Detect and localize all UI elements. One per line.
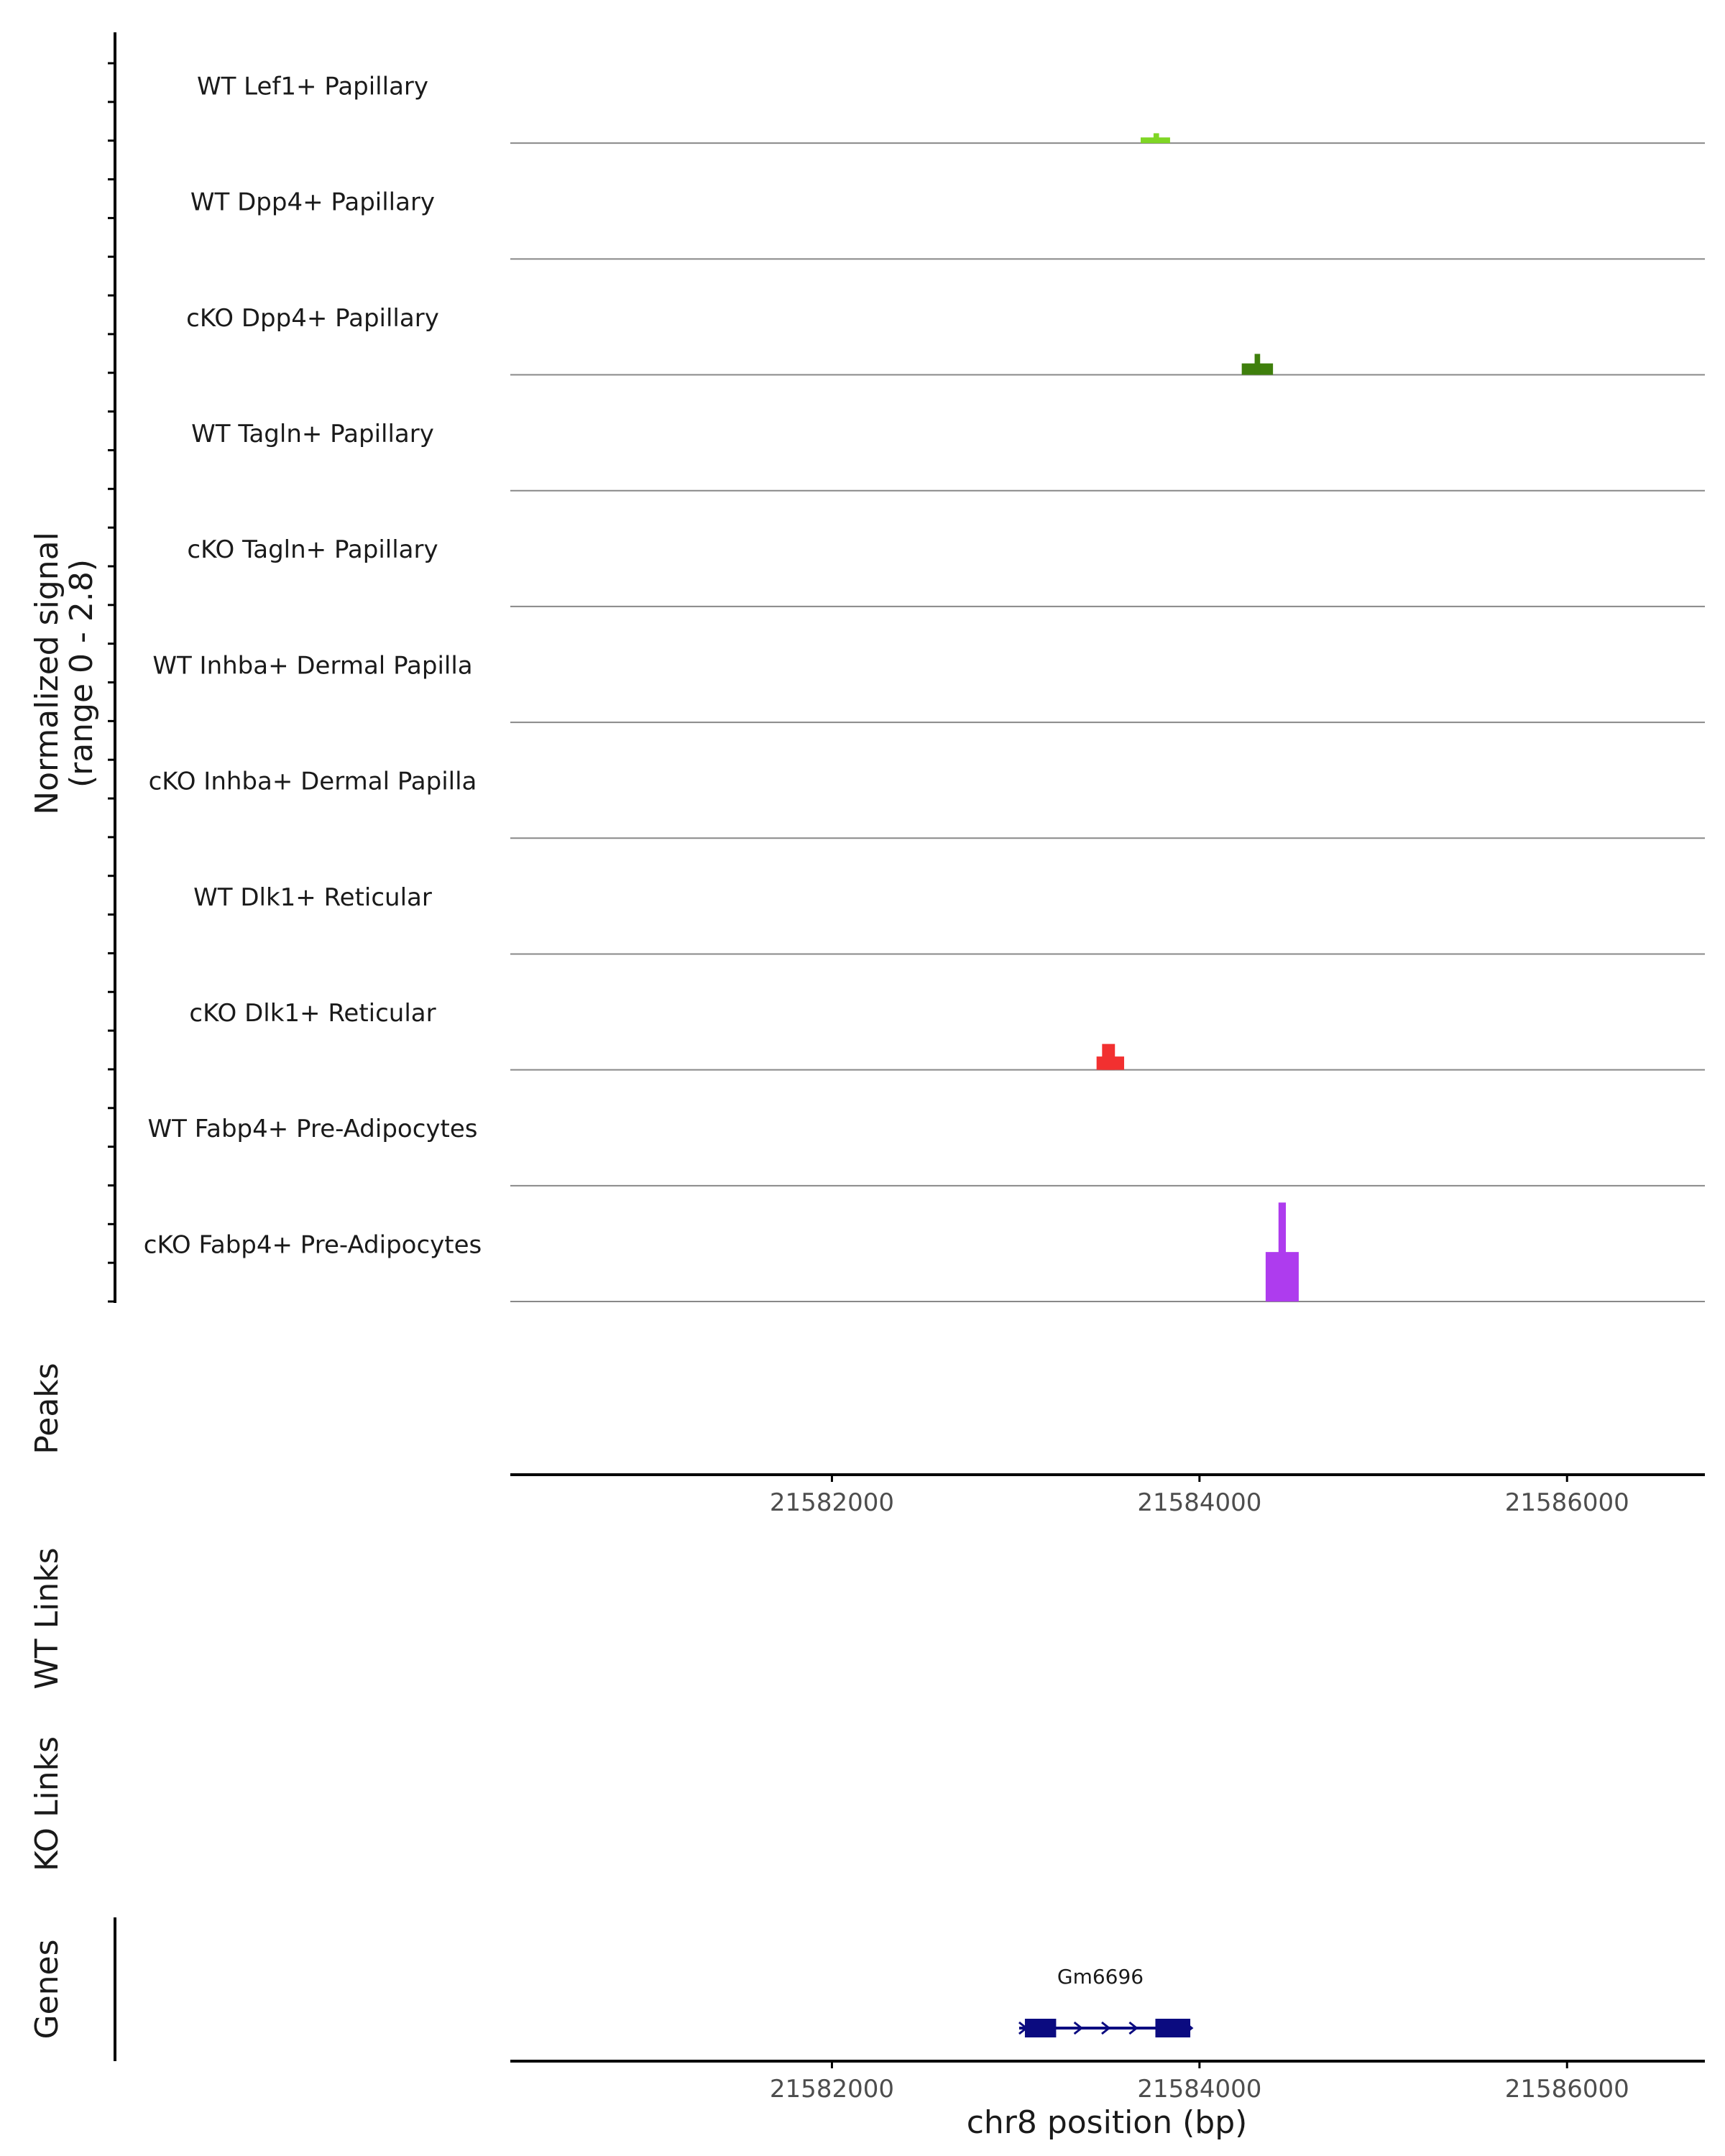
track-label: WT Tagln+ Papillary [191, 420, 434, 448]
track-cko-dlk1-reticular: cKO Dlk1+ Reticular [189, 999, 1705, 1071]
track-label: cKO Tagln+ Papillary [187, 535, 438, 564]
upper-x-ticks: 21582000 21584000 21586000 [770, 1475, 1629, 1517]
track-label: cKO Dpp4+ Papillary [186, 304, 439, 333]
gene-models: Gm6696 [1018, 1965, 1194, 2037]
coverage-peak [1102, 1044, 1116, 1070]
track-cko-fabp4-pre-adipocytes: cKO Fabp4+ Pre-Adipocytes [144, 1202, 1705, 1302]
track-label: WT Dlk1+ Reticular [193, 883, 432, 912]
track-label: WT Fabp4+ Pre-Adipocytes [148, 1115, 478, 1143]
coverage-peak [1278, 1202, 1287, 1302]
y-axis-title-line-1: Normalized signal [29, 532, 65, 815]
track-wt-inhba-dermal-papilla: WT Inhba+ Dermal Papilla [152, 651, 1705, 724]
track-label: WT Dpp4+ Papillary [190, 188, 435, 217]
gene-gm6696: Gm6696 [1018, 1965, 1194, 2037]
track-label: WT Lef1+ Papillary [197, 72, 428, 101]
gene-exon [1155, 2019, 1191, 2037]
lower-x-tick-label: 21582000 [770, 2075, 894, 2104]
track-wt-tagln-papillary: WT Tagln+ Papillary [191, 420, 1705, 492]
track-wt-dpp4-papillary: WT Dpp4+ Papillary [190, 188, 1705, 260]
coverage-tracks: WT Lef1+ Papillary WT Dpp4+ Papillary cKO … [144, 72, 1705, 1302]
gene-name-label: Gm6696 [1057, 1965, 1144, 1989]
x-axis-title: chr8 position (bp) [967, 2104, 1248, 2141]
upper-x-tick-label: 21582000 [770, 1488, 894, 1517]
track-label: WT Inhba+ Dermal Papilla [152, 651, 472, 680]
coverage-y-ticks [108, 62, 115, 1303]
coverage-peak [1254, 354, 1261, 375]
lower-x-tick-label: 21584000 [1137, 2075, 1261, 2104]
track-label: cKO Inhba+ Dermal Papilla [149, 768, 477, 796]
track-cko-tagln-papillary: cKO Tagln+ Papillary [187, 535, 1705, 607]
track-cko-dpp4-papillary: cKO Dpp4+ Papillary [186, 304, 1705, 376]
peaks-panel-label: Peaks [29, 1363, 65, 1454]
track-label: cKO Fabp4+ Pre-Adipocytes [144, 1230, 482, 1259]
track-wt-lef1-papillary: WT Lef1+ Papillary [197, 72, 1705, 144]
lower-x-ticks: 21582000 21584000 21586000 [770, 2061, 1629, 2104]
wt-links-panel-label: WT Links [29, 1547, 65, 1689]
gene-exon [1024, 2019, 1057, 2037]
track-wt-dlk1-reticular: WT Dlk1+ Reticular [193, 883, 1705, 955]
y-axis-title-line-2: (range 0 - 2.8) [63, 559, 100, 788]
ko-links-panel-label: KO Links [29, 1736, 65, 1871]
track-cko-inhba-dermal-papilla: cKO Inhba+ Dermal Papilla [149, 768, 1705, 839]
genes-panel-label: Genes [29, 1939, 65, 2039]
track-wt-fabp4-pre-adipocytes: WT Fabp4+ Pre-Adipocytes [148, 1115, 1705, 1187]
coverage-peak [1153, 133, 1159, 144]
track-label: cKO Dlk1+ Reticular [189, 999, 436, 1028]
upper-x-tick-label: 21586000 [1505, 1488, 1629, 1517]
upper-x-tick-label: 21584000 [1137, 1488, 1261, 1517]
strand-arrow [1073, 2021, 1084, 2035]
strand-arrow [1101, 2021, 1111, 2035]
lower-x-tick-label: 21586000 [1505, 2075, 1629, 2104]
strand-arrow [1128, 2021, 1138, 2035]
